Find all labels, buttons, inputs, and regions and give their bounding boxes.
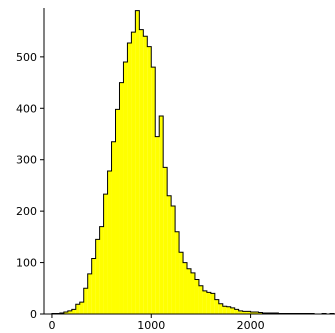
- x-tick-label: 2000: [237, 319, 265, 332]
- histogram-bar: [175, 231, 180, 314]
- histogram-bar: [262, 312, 267, 314]
- x-tick-label: 0: [48, 319, 55, 332]
- histogram-bar: [171, 206, 176, 314]
- histogram-bar: [194, 279, 199, 314]
- histogram-bar: [95, 239, 100, 314]
- histogram-bar: [131, 32, 136, 315]
- histogram-bar: [270, 312, 275, 314]
- histogram-bar: [274, 312, 279, 314]
- histogram-bar: [123, 62, 128, 314]
- histogram-bar: [163, 167, 168, 314]
- histogram-bar: [167, 195, 172, 314]
- histogram-bar: [202, 290, 207, 314]
- histogram-bar: [238, 310, 243, 314]
- histogram-bar: [183, 262, 188, 314]
- y-tick-label: 500: [16, 51, 37, 64]
- x-tick-label: 1000: [137, 319, 165, 332]
- histogram-bars: [51, 10, 335, 315]
- histogram-bar: [75, 304, 80, 314]
- histogram-bar: [187, 268, 191, 314]
- histogram-bar: [266, 312, 271, 314]
- histogram-bar: [198, 285, 203, 314]
- histogram-bar: [103, 194, 108, 314]
- y-ticks: 0 100 200 300 400 500: [16, 51, 44, 321]
- histogram-bar: [127, 42, 132, 314]
- histogram-bar: [119, 82, 124, 314]
- histogram-bar: [218, 303, 223, 314]
- histogram-bar: [234, 309, 239, 314]
- histogram-bar: [155, 136, 160, 314]
- histogram-bar: [59, 312, 64, 314]
- histogram-bar: [159, 116, 164, 314]
- histogram-bar: [135, 10, 140, 314]
- histogram-bar: [147, 46, 152, 314]
- histogram-bar: [63, 311, 68, 314]
- histogram-bar: [246, 311, 251, 314]
- histogram-bar: [230, 307, 235, 314]
- histogram-bar: [151, 67, 156, 315]
- histogram-bar: [206, 292, 211, 314]
- histogram-bar: [115, 109, 120, 314]
- histogram-bar: [242, 311, 247, 314]
- histogram-bar: [139, 29, 144, 314]
- histogram-bar: [190, 272, 195, 314]
- histogram-bar: [210, 293, 215, 314]
- histogram-bar: [222, 306, 227, 314]
- histogram-bar: [99, 226, 104, 314]
- histogram-bar: [107, 171, 112, 314]
- y-tick-label: 300: [16, 154, 37, 167]
- histogram-bar: [250, 311, 255, 314]
- y-tick-label: 100: [16, 257, 37, 270]
- histogram-bar: [67, 310, 72, 314]
- histogram-bar: [226, 306, 231, 314]
- histogram-bar: [254, 311, 259, 314]
- histogram-bar: [111, 141, 116, 314]
- histogram-bar: [179, 252, 184, 314]
- histogram-bar: [258, 312, 263, 314]
- y-tick-label: 400: [16, 102, 37, 115]
- x-ticks: 0 1000 2000: [48, 314, 265, 332]
- y-tick-label: 200: [16, 205, 37, 218]
- histogram-bar: [214, 299, 219, 314]
- histogram-bar: [91, 258, 96, 314]
- histogram-bar: [83, 288, 88, 314]
- y-tick-label: 0: [30, 308, 37, 321]
- histogram-outline: [51, 10, 335, 315]
- histogram-bar: [79, 302, 84, 314]
- histogram-bar: [71, 309, 76, 314]
- histogram-bar: [87, 273, 92, 314]
- histogram-bar: [143, 36, 148, 315]
- axes: [43, 8, 335, 315]
